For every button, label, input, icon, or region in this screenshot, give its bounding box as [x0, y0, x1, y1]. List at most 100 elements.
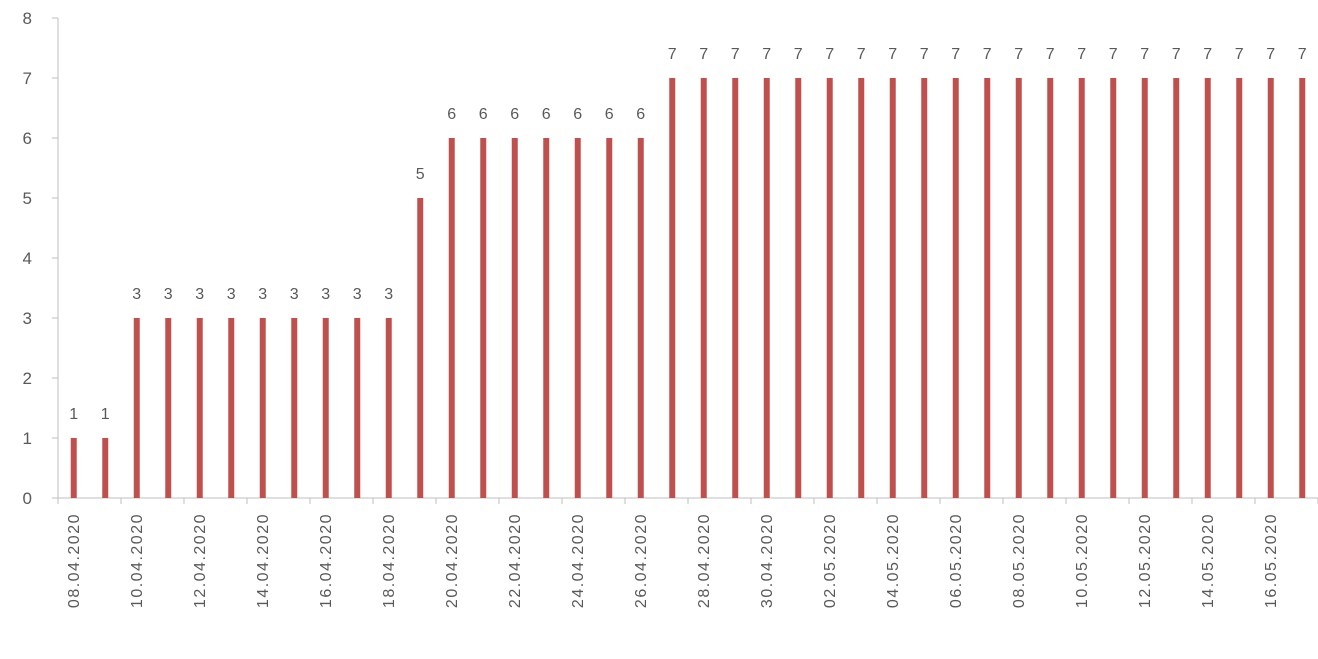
y-axis: 0 1 2 3 4 5 6 7 8 [23, 9, 59, 508]
bar [543, 138, 550, 498]
bar [763, 78, 770, 498]
bar [1047, 78, 1054, 498]
bar [448, 138, 455, 498]
y-tick-label: 4 [23, 249, 32, 268]
data-label: 7 [1266, 46, 1275, 63]
x-tick-label: 20.04.2020 [444, 513, 461, 608]
x-tick-label: 06.05.2020 [948, 513, 965, 608]
x-tick-label: 08.04.2020 [66, 513, 83, 608]
data-label: 3 [195, 286, 204, 303]
x-tick-label: 18.04.2020 [381, 513, 398, 608]
data-label: 6 [510, 106, 519, 123]
bar [1110, 78, 1117, 498]
data-label: 7 [1014, 46, 1023, 63]
x-tick-label: 12.04.2020 [192, 513, 209, 608]
bar [259, 318, 266, 498]
x-tick-label: 04.05.2020 [885, 513, 902, 608]
bar [732, 78, 739, 498]
bar [1141, 78, 1148, 498]
data-label: 7 [1298, 46, 1307, 63]
data-label: 7 [920, 46, 929, 63]
x-tick-label: 12.05.2020 [1137, 513, 1154, 608]
data-label: 6 [479, 106, 488, 123]
y-tick-label: 6 [23, 129, 32, 148]
data-label: 7 [1203, 46, 1212, 63]
bar [1173, 78, 1180, 498]
bar [1236, 78, 1243, 498]
x-tick-label: 08.05.2020 [1011, 513, 1028, 608]
data-label: 3 [132, 286, 141, 303]
y-tick-label: 0 [23, 489, 32, 508]
bar [511, 138, 518, 498]
bar [858, 78, 865, 498]
bar [921, 78, 928, 498]
data-label: 7 [762, 46, 771, 63]
data-label: 7 [1140, 46, 1149, 63]
bar [795, 78, 802, 498]
x-tick-label: 02.05.2020 [822, 513, 839, 608]
bar [606, 138, 613, 498]
bar [102, 438, 109, 498]
data-label: 7 [1235, 46, 1244, 63]
x-tick-label: 26.04.2020 [633, 513, 650, 608]
data-label: 6 [573, 106, 582, 123]
bar [480, 138, 487, 498]
y-tick-label: 1 [23, 429, 32, 448]
x-tick-label: 16.04.2020 [318, 513, 335, 608]
bar [417, 198, 424, 498]
data-label: 3 [353, 286, 362, 303]
data-label: 7 [731, 46, 740, 63]
y-tick-label: 5 [23, 189, 32, 208]
data-label: 7 [794, 46, 803, 63]
x-tick-label: 30.04.2020 [759, 513, 776, 608]
bar [1078, 78, 1085, 498]
y-tick-label: 3 [23, 309, 32, 328]
data-label: 7 [1046, 46, 1055, 63]
data-label: 7 [1077, 46, 1086, 63]
data-label: 6 [447, 106, 456, 123]
data-label: 7 [857, 46, 866, 63]
bars [70, 78, 1306, 498]
bar [826, 78, 833, 498]
bar [669, 78, 676, 498]
bar [1204, 78, 1211, 498]
x-axis: 08.04.2020 10.04.2020 12.04.2020 14.04.2020… [57, 497, 1318, 608]
x-tick-label: 22.04.2020 [507, 513, 524, 608]
data-label: 5 [416, 166, 425, 183]
y-tick-label: 8 [23, 9, 32, 28]
data-label: 3 [321, 286, 330, 303]
data-label: 3 [384, 286, 393, 303]
x-tick-label: 14.04.2020 [255, 513, 272, 608]
data-label: 7 [1172, 46, 1181, 63]
data-label: 1 [69, 406, 78, 423]
bar [354, 318, 361, 498]
bar [1299, 78, 1306, 498]
bar [952, 78, 959, 498]
x-tick-label: 14.05.2020 [1200, 513, 1217, 608]
data-label: 7 [983, 46, 992, 63]
data-label: 6 [636, 106, 645, 123]
bar [1015, 78, 1022, 498]
data-label: 7 [825, 46, 834, 63]
x-tick-label: 10.05.2020 [1074, 513, 1091, 608]
bar [133, 318, 140, 498]
bar [165, 318, 172, 498]
bar [385, 318, 392, 498]
data-label: 6 [605, 106, 614, 123]
data-label: 7 [951, 46, 960, 63]
data-label: 3 [290, 286, 299, 303]
x-tick-label: 24.04.2020 [570, 513, 587, 608]
bar [1267, 78, 1274, 498]
bar [889, 78, 896, 498]
bar [228, 318, 235, 498]
bar [322, 318, 329, 498]
data-label: 3 [164, 286, 173, 303]
x-tick-label: 16.05.2020 [1263, 513, 1280, 608]
bar [984, 78, 991, 498]
data-label: 3 [258, 286, 267, 303]
data-label: 7 [1109, 46, 1118, 63]
x-tick-label: 10.04.2020 [129, 513, 146, 608]
x-tick-label: 28.04.2020 [696, 513, 713, 608]
